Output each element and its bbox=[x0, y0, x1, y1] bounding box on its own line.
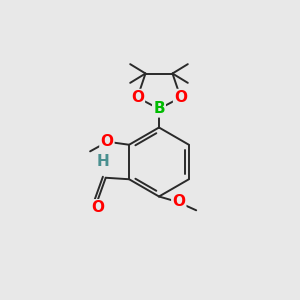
Text: B: B bbox=[153, 101, 165, 116]
Text: O: O bbox=[100, 134, 113, 149]
Text: O: O bbox=[91, 200, 104, 215]
Text: O: O bbox=[174, 90, 187, 105]
Text: H: H bbox=[97, 154, 110, 169]
Text: O: O bbox=[131, 90, 144, 105]
Text: O: O bbox=[172, 194, 185, 209]
